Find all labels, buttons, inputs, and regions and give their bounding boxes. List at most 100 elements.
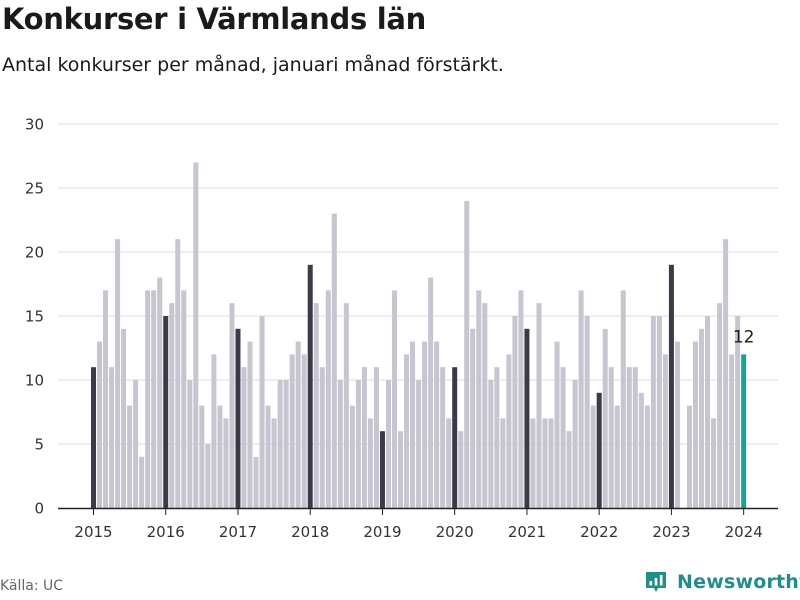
bar: [650, 316, 656, 508]
bar: [325, 290, 331, 508]
x-tick-label: 2019: [363, 523, 401, 541]
x-tick-label: 2018: [291, 523, 329, 541]
bar: [259, 316, 265, 508]
bar: [241, 367, 247, 508]
bar: [211, 354, 217, 508]
bar: [223, 418, 229, 508]
bar: [584, 316, 590, 508]
bar-january: [307, 264, 313, 508]
bar: [638, 392, 644, 508]
source-note: Källa: UC: [0, 578, 64, 594]
bar: [301, 354, 307, 508]
bar: [590, 405, 596, 508]
bar: [337, 380, 343, 508]
chart-title: Konkurser i Värmlands län: [2, 2, 427, 36]
bar: [313, 303, 319, 508]
bar: [446, 418, 452, 508]
bar: [398, 431, 404, 508]
bar: [349, 405, 355, 508]
x-tick-label: 2022: [580, 523, 618, 541]
bar: [121, 328, 127, 508]
x-tick-label: 2020: [436, 523, 474, 541]
bar: [560, 367, 566, 508]
x-tick-label: 2016: [147, 523, 185, 541]
bar: [693, 341, 698, 508]
bar-january: [163, 316, 169, 508]
bar: [488, 380, 494, 508]
bar-january: [596, 392, 602, 508]
y-tick-label: 20: [25, 244, 44, 262]
x-tick-label: 2023: [652, 523, 690, 541]
brand[interactable]: Newsworthy: [644, 570, 800, 594]
bar: [686, 405, 692, 508]
bar: [542, 418, 548, 508]
bar: [331, 213, 337, 508]
bar: [145, 290, 151, 508]
bar: [181, 290, 187, 508]
bar: [175, 239, 181, 508]
bar: [554, 341, 560, 508]
bar: [109, 367, 115, 508]
bar-january: [379, 431, 385, 508]
bar: [608, 367, 614, 508]
newsworthy-logo-icon: [646, 572, 666, 592]
bar: [151, 290, 157, 508]
bar: [253, 456, 259, 508]
bar: [169, 303, 175, 508]
bar-january: [524, 328, 530, 508]
y-tick-label: 15: [25, 308, 44, 326]
bar: [217, 405, 223, 508]
bar: [277, 380, 283, 508]
bar: [283, 380, 289, 508]
bar: [416, 380, 422, 508]
bar: [265, 405, 271, 508]
bar: [518, 290, 524, 508]
x-tick-label: 2017: [219, 523, 257, 541]
bar: [361, 367, 367, 508]
bar: [632, 367, 638, 508]
bar: [295, 341, 301, 508]
bar: [536, 303, 542, 508]
bar: [410, 341, 416, 508]
bar: [422, 341, 428, 508]
bar: [440, 367, 446, 508]
bar: [566, 431, 572, 508]
bar: [626, 367, 632, 508]
bar: [115, 239, 121, 508]
bar: [229, 303, 235, 508]
x-tick-label: 2021: [508, 523, 546, 541]
bar: [644, 405, 650, 508]
bar: [434, 341, 440, 508]
bar: [404, 354, 410, 508]
y-tick-label: 10: [25, 372, 44, 390]
bar: [428, 277, 434, 508]
y-tick-label: 5: [34, 436, 44, 454]
bar: [193, 162, 199, 508]
bar: [157, 277, 163, 508]
bar-latest: [741, 354, 747, 508]
bar: [578, 290, 584, 508]
bar: [187, 380, 193, 508]
bar: [662, 354, 668, 508]
latest-value-label: 12: [733, 327, 755, 347]
bar: [343, 303, 349, 508]
bar: [392, 290, 397, 508]
bar-january: [91, 367, 96, 508]
bar: [355, 380, 361, 508]
bar: [602, 328, 608, 508]
bar: [464, 200, 470, 509]
bar: [729, 354, 735, 508]
bar: [458, 431, 464, 508]
y-tick-label: 0: [34, 500, 44, 518]
bar: [620, 290, 626, 508]
bar: [656, 316, 662, 508]
bar: [735, 316, 741, 508]
x-tick-label: 2024: [725, 523, 763, 541]
bar: [699, 328, 705, 508]
y-tick-label: 30: [25, 116, 44, 134]
bar: [482, 303, 488, 508]
bar: [476, 290, 482, 508]
y-tick-label: 25: [25, 180, 44, 198]
x-tick-label: 2015: [74, 523, 112, 541]
bar: [572, 380, 578, 508]
